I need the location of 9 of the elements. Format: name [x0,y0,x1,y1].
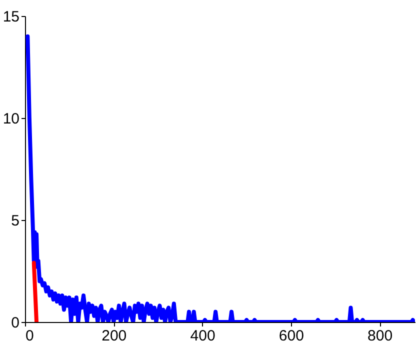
x-tick-label: 800 [368,328,393,344]
x-tick-label: 200 [102,328,127,344]
x-tick-label: 0 [26,328,34,344]
y-tick-label: 15 [2,8,20,26]
y-tick-label: 0 [11,314,20,332]
y-tick-label: 10 [2,110,20,128]
x-tick-label: 600 [278,328,304,344]
y-tick-label: 5 [11,212,20,230]
x-tick-label: 400 [190,328,216,344]
